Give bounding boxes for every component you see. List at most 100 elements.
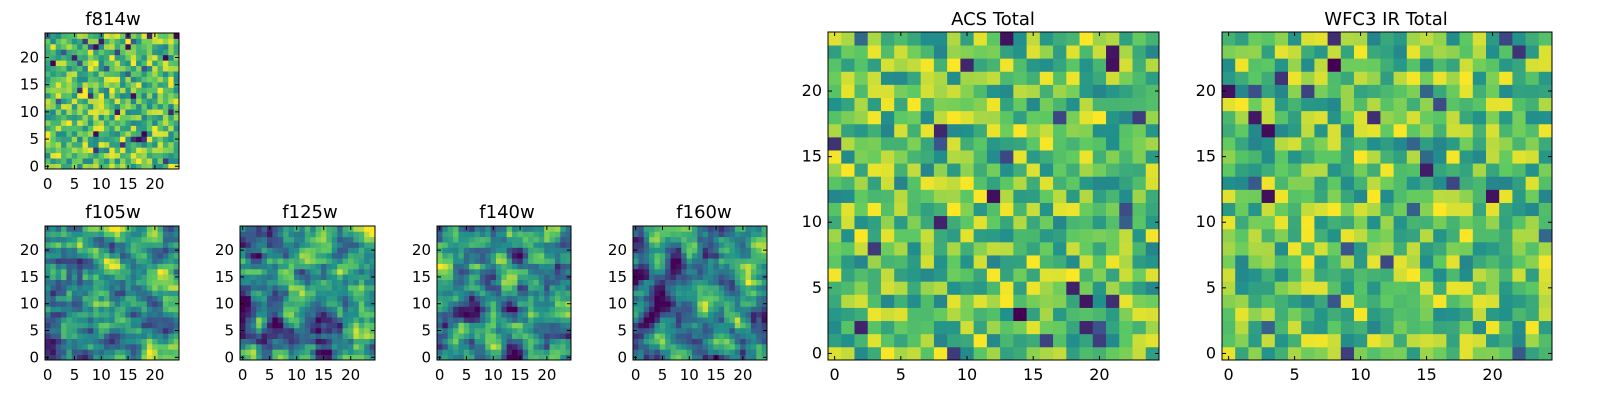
heatmap-cell	[157, 231, 164, 238]
heatmap-cell	[828, 71, 842, 85]
heatmap-cell	[1222, 241, 1236, 256]
heatmap-cell	[321, 268, 327, 275]
heatmap-cell	[501, 268, 508, 275]
heatmap-cell	[82, 354, 89, 361]
heatmap-cell	[337, 242, 343, 248]
heatmap-cell	[828, 97, 842, 112]
heatmap-cell	[1512, 202, 1526, 217]
heatmap-cell	[71, 87, 78, 94]
heatmap-cell	[1222, 189, 1236, 203]
heatmap-cell	[162, 279, 169, 286]
heatmap-cell	[162, 247, 169, 254]
heatmap-cell	[697, 258, 704, 264]
heatmap-cell	[55, 114, 62, 121]
heatmap-cell	[256, 306, 262, 313]
heatmap-cell	[1459, 189, 1474, 203]
heatmap-cell	[82, 311, 89, 318]
heatmap-cell	[1145, 136, 1160, 151]
heatmap-cell	[87, 311, 94, 318]
heatmap-cell	[152, 130, 158, 137]
heatmap-cell	[114, 252, 121, 259]
heatmap-cell	[250, 242, 257, 248]
heatmap-cell	[670, 311, 677, 318]
heatmap-cell	[761, 284, 768, 291]
heatmap-cell	[458, 327, 465, 334]
heatmap-cell	[1459, 307, 1474, 322]
heatmap-cell	[724, 301, 730, 307]
heatmap-cell	[973, 45, 988, 59]
heatmap-cell	[310, 252, 316, 259]
heatmap-cell	[173, 87, 180, 94]
heatmap-cell	[986, 71, 1001, 85]
heatmap-cell	[358, 301, 365, 307]
heatmap-cell	[907, 45, 922, 59]
heatmap-cell	[162, 103, 169, 110]
heatmap-cell	[554, 354, 561, 361]
heatmap-cell	[538, 290, 545, 297]
heatmap-cell	[1119, 84, 1133, 98]
heatmap-cell	[1274, 281, 1289, 295]
heatmap-cell	[348, 343, 354, 350]
heatmap-cell	[1119, 123, 1133, 138]
heatmap-cell	[66, 81, 73, 88]
heatmap-cell	[45, 92, 51, 99]
heatmap-cell	[125, 290, 132, 297]
heatmap-cell	[1053, 32, 1067, 46]
heatmap-cell	[71, 317, 78, 323]
heatmap-cell	[93, 43, 99, 50]
y-tick-label: 20	[412, 241, 431, 259]
heatmap-cell	[315, 349, 322, 356]
heatmap-cell	[168, 125, 175, 132]
heatmap-cell	[490, 327, 497, 334]
heatmap-cell	[1472, 176, 1487, 190]
heatmap-cell	[288, 242, 295, 248]
heatmap-cell	[867, 346, 882, 361]
heatmap-cell	[98, 76, 105, 83]
heatmap-cell	[1472, 320, 1487, 335]
heatmap-cell	[549, 322, 556, 329]
heatmap-cell	[93, 258, 99, 264]
heatmap-cell	[485, 354, 491, 361]
heatmap-cell	[337, 295, 343, 302]
heatmap-cell	[1222, 136, 1236, 151]
heatmap-cell	[157, 163, 164, 170]
heatmap-cell	[61, 65, 67, 72]
heatmap-cell	[745, 226, 752, 232]
heatmap-cell	[1000, 123, 1014, 138]
heatmap-cell	[708, 306, 714, 313]
heatmap-cell	[71, 147, 78, 154]
heatmap-cell	[146, 274, 153, 280]
heatmap-cell	[894, 189, 908, 203]
heatmap-cell	[697, 279, 704, 286]
heatmap-cell	[364, 284, 370, 291]
heatmap-cell	[1420, 333, 1434, 348]
heatmap-cell	[1486, 320, 1500, 335]
heatmap-cell	[1261, 45, 1276, 59]
heatmap-cell	[686, 311, 693, 318]
heatmap-cell	[157, 76, 164, 83]
heatmap-cell	[326, 263, 333, 270]
heatmap-cell	[45, 268, 51, 275]
heatmap-cell	[474, 258, 481, 264]
heatmap-cell	[55, 252, 62, 259]
x-tick-label: 20	[733, 366, 752, 384]
heatmap-cell	[686, 268, 693, 275]
heatmap-cell	[1393, 150, 1408, 164]
heatmap-cell	[245, 279, 252, 286]
heatmap-cell	[250, 306, 257, 313]
heatmap-cell	[517, 284, 524, 291]
heatmap-cell	[544, 295, 550, 302]
heatmap-cell	[125, 231, 132, 238]
heatmap-cell	[130, 98, 137, 105]
heatmap-cell	[1301, 176, 1315, 190]
heatmap-cell	[718, 242, 725, 248]
heatmap-cell	[463, 274, 470, 280]
y-tick-label: 15	[20, 76, 39, 94]
heatmap-cell	[50, 343, 57, 350]
heatmap-cell	[670, 247, 677, 254]
heatmap-cell	[93, 76, 99, 83]
heatmap-cell	[50, 103, 57, 110]
heatmap-cell	[1106, 281, 1120, 295]
heatmap-cell	[691, 317, 698, 323]
heatmap-cell	[50, 247, 57, 254]
